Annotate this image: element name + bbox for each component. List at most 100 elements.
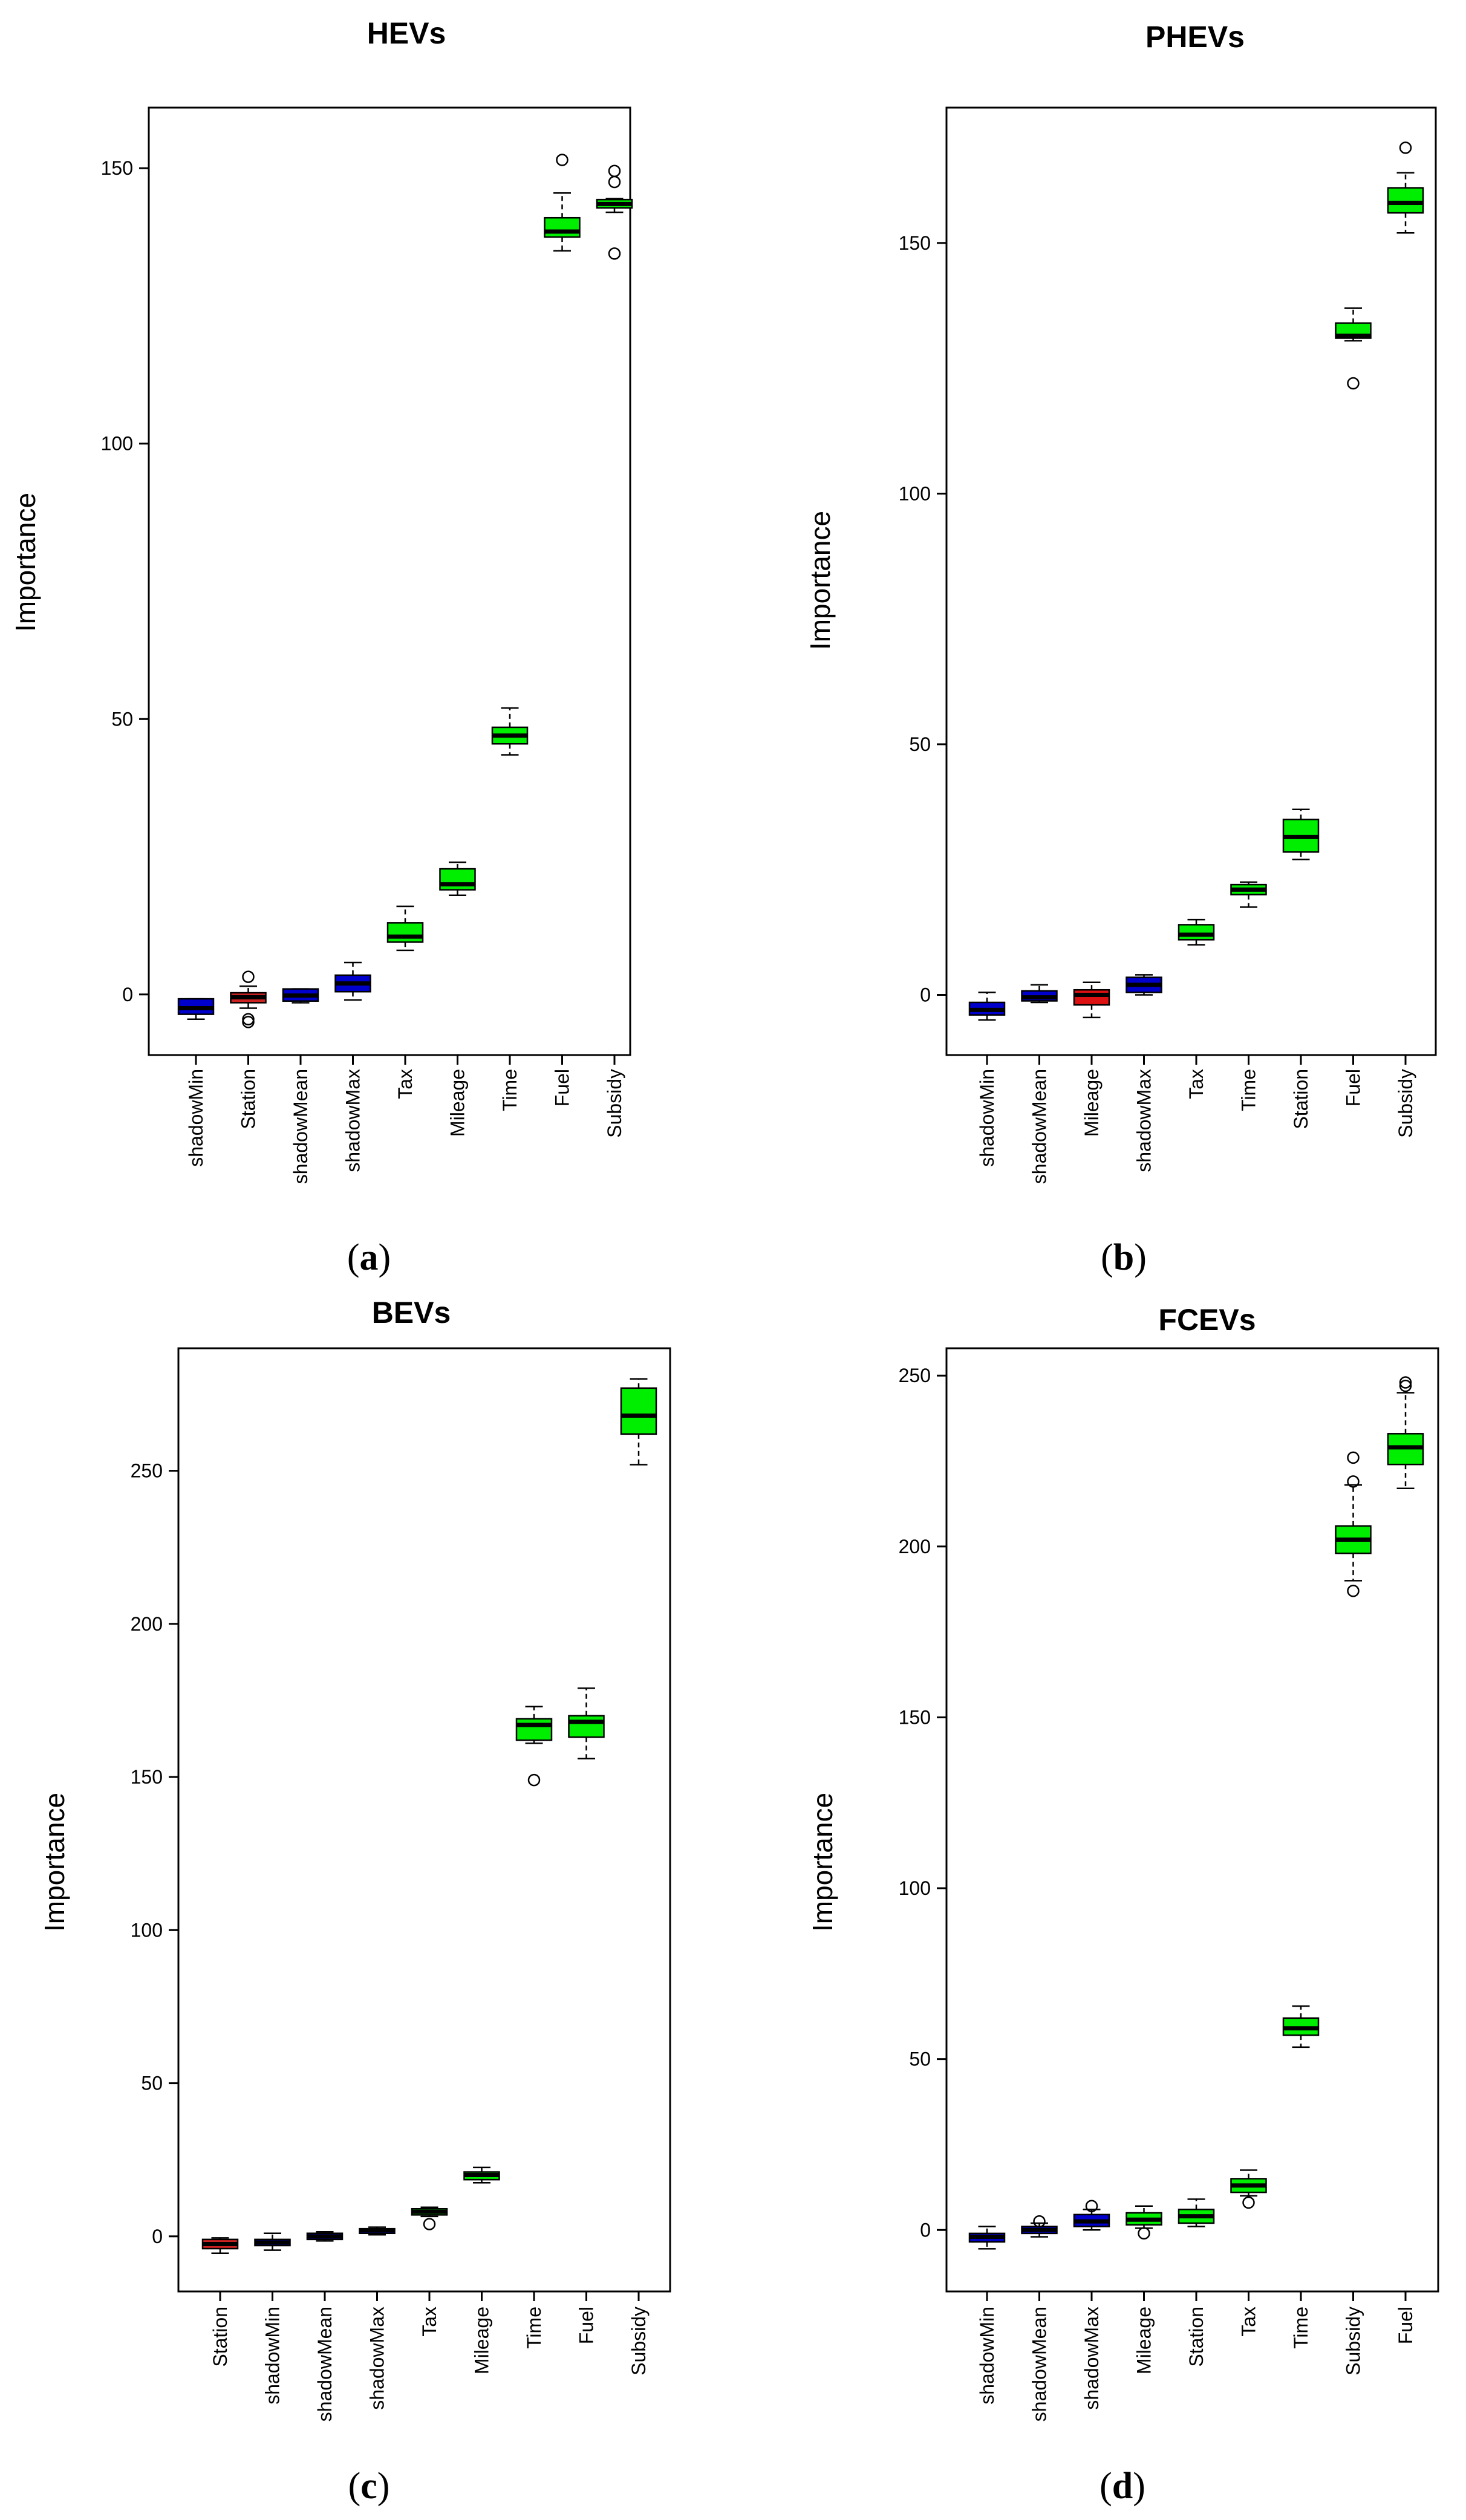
y-axis-label-bevs: Importance bbox=[39, 1793, 70, 1932]
box-time: Time bbox=[1282, 2005, 1320, 2349]
box-tax: Tax bbox=[1230, 2169, 1267, 2337]
box-station: Station bbox=[1178, 2198, 1215, 2367]
x-category-label: Tax bbox=[419, 2307, 440, 2337]
box-station: Station bbox=[230, 970, 267, 1129]
x-category-label: Time bbox=[499, 1069, 521, 1111]
x-category-label: Station bbox=[209, 2307, 231, 2367]
outlier-point bbox=[1033, 2215, 1046, 2228]
y-tick-label: 150 bbox=[899, 1706, 931, 1728]
y-tick-label: 150 bbox=[899, 232, 931, 254]
y-tick-label: 200 bbox=[131, 1613, 163, 1635]
panel-label-letter-a: a bbox=[360, 1237, 379, 1278]
box-shadowmax: shadowMax bbox=[359, 2226, 396, 2410]
y-tick-label: 100 bbox=[899, 1877, 931, 1899]
box-station: Station bbox=[1282, 808, 1320, 1129]
x-category-label: Subsidy bbox=[1343, 2307, 1364, 2375]
chart-title-phevs: PHEVs bbox=[1145, 20, 1245, 54]
x-category-label: Time bbox=[523, 2307, 545, 2349]
x-category-label: Mileage bbox=[1133, 2307, 1155, 2374]
x-category-label: Fuel bbox=[1343, 1069, 1364, 1106]
box-rect bbox=[568, 1715, 605, 1738]
x-category-label: Fuel bbox=[1395, 2307, 1416, 2344]
box-rect bbox=[439, 868, 476, 891]
y-tick-label: 200 bbox=[899, 1536, 931, 1557]
plot-frame-hevs bbox=[148, 106, 631, 1056]
y-tick-label: 250 bbox=[131, 1460, 163, 1482]
box-rect bbox=[515, 1718, 553, 1741]
panel-label-d: (d) bbox=[1100, 2466, 1145, 2507]
x-category-label: Mileage bbox=[471, 2307, 493, 2374]
x-category-label: shadowMin bbox=[976, 1069, 998, 1167]
outlier-point bbox=[423, 2218, 436, 2230]
y-axis-label-phevs: Importance bbox=[804, 511, 836, 650]
outlier-point bbox=[1399, 141, 1412, 154]
y-tick-label: 0 bbox=[152, 2226, 163, 2247]
plot-area-fcevs: 0 50 100 150 200 250 shadowMin shadowMean shadow… bbox=[899, 1347, 1439, 2421]
box-rect bbox=[544, 216, 581, 238]
x-category-label: Subsidy bbox=[604, 1069, 625, 1138]
y-tick-label: 50 bbox=[141, 2073, 163, 2094]
box-shadowmean: shadowMean bbox=[1021, 984, 1058, 1184]
box-mileage: Mileage bbox=[1073, 981, 1110, 1137]
chart-title-fcevs: FCEVs bbox=[1158, 1303, 1256, 1337]
box-shadowmean: shadowMean bbox=[306, 2230, 344, 2421]
x-category-label: Station bbox=[1290, 1069, 1312, 1129]
outlier-point bbox=[608, 247, 621, 260]
x-category-label: Tax bbox=[1238, 2307, 1260, 2337]
y-axis-label-fcevs: Importance bbox=[807, 1793, 838, 1932]
box-shadowmin: shadowMin bbox=[968, 992, 1006, 1167]
plot-frame-bevs bbox=[177, 1347, 671, 2293]
outlier-point bbox=[1242, 2196, 1255, 2209]
box-shadowmin: shadowMin bbox=[968, 2226, 1006, 2405]
y-axis-label-hevs: Importance bbox=[10, 493, 41, 632]
panel-hevs: HEVs Importance (a) 0 50 100 150 shadowMin St… bbox=[10, 16, 633, 1278]
plot-frame-phevs bbox=[945, 106, 1437, 1056]
outlier-point bbox=[1138, 2227, 1150, 2240]
y-tick-label: 150 bbox=[101, 157, 133, 179]
x-category-label: shadowMean bbox=[290, 1069, 311, 1184]
x-category-label: shadowMean bbox=[1029, 1069, 1051, 1184]
outlier-point bbox=[1347, 1475, 1360, 1488]
chart-title-hevs: HEVs bbox=[367, 16, 446, 50]
box-fuel: Fuel bbox=[568, 1687, 605, 2344]
panel-label-letter-c: c bbox=[360, 2466, 377, 2507]
y-tick-label: 100 bbox=[899, 482, 931, 504]
box-time: Time bbox=[491, 707, 529, 1111]
panel-fcevs: FCEVs Importance (d) 0 50 100 150 200 250 shad… bbox=[807, 1303, 1439, 2507]
y-tick-label: 50 bbox=[909, 733, 931, 755]
panel-label-letter-d: d bbox=[1112, 2466, 1133, 2507]
box-shadowmin: shadowMin bbox=[254, 2232, 291, 2405]
box-subsidy: Subsidy bbox=[1387, 141, 1424, 1138]
box-subsidy: Subsidy bbox=[1335, 1451, 1372, 2375]
y-tick-label: 100 bbox=[131, 1919, 163, 1941]
plot-frame-fcevs bbox=[945, 1347, 1439, 2293]
panel-label-a: (a) bbox=[347, 1237, 391, 1278]
x-category-label: Mileage bbox=[447, 1069, 469, 1137]
panel-label-letter-b: b bbox=[1113, 1237, 1134, 1278]
x-category-label: shadowMax bbox=[1133, 1069, 1155, 1172]
box-mileage: Mileage bbox=[463, 2166, 500, 2374]
box-shadowmean: shadowMean bbox=[282, 988, 319, 1184]
y-tick-label: 150 bbox=[131, 1766, 163, 1788]
outlier-point bbox=[242, 1016, 255, 1028]
box-station: Station bbox=[201, 2237, 239, 2367]
outlier-point bbox=[1347, 1585, 1360, 1597]
outlier-point bbox=[608, 175, 621, 189]
box-subsidy: Subsidy bbox=[620, 1378, 657, 2375]
x-category-label: shadowMin bbox=[185, 1069, 207, 1167]
y-tick-label: 250 bbox=[899, 1365, 931, 1386]
outlier-point bbox=[242, 970, 255, 983]
outlier-point bbox=[527, 1773, 541, 1787]
box-tax: Tax bbox=[1178, 918, 1215, 1099]
outlier-point bbox=[556, 154, 568, 166]
x-category-label: Fuel bbox=[576, 2307, 598, 2344]
outlier-point bbox=[1399, 1379, 1412, 1392]
chart-title-bevs: BEVs bbox=[372, 1296, 451, 1330]
outlier-point bbox=[1347, 377, 1360, 390]
box-mileage: Mileage bbox=[1126, 2205, 1162, 2374]
box-tax: Tax bbox=[386, 905, 424, 1099]
x-category-label: shadowMax bbox=[1081, 2307, 1103, 2410]
box-time: Time bbox=[1230, 881, 1267, 1111]
box-shadowmax: shadowMax bbox=[1073, 2200, 1110, 2410]
